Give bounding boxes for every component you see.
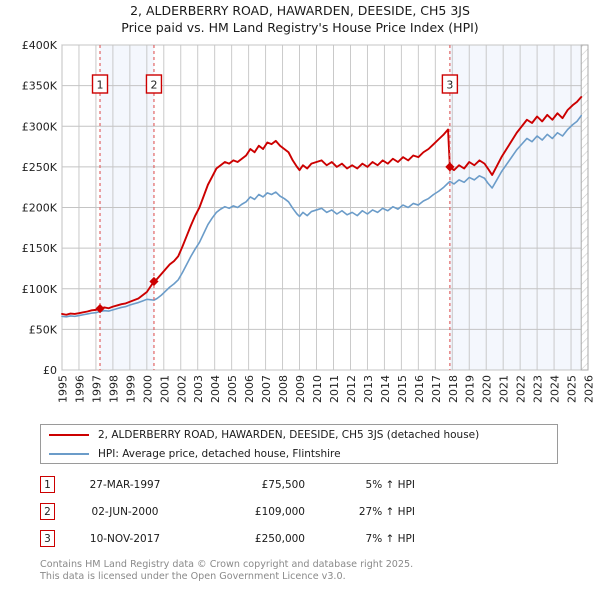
sale-marker-badge-label: 1: [97, 79, 104, 92]
title-line-2: Price paid vs. HM Land Registry's House …: [121, 20, 479, 35]
sale-price: £75,500: [261, 478, 305, 491]
y-axis-tick-label: £50K: [29, 323, 58, 336]
sale-marker-badge: [441, 74, 459, 94]
legend-swatch-property: [49, 433, 89, 436]
x-axis-tick-label: 2015: [396, 375, 409, 403]
x-axis-tick-label: 2024: [549, 375, 562, 403]
x-axis-tick-label: 2001: [158, 375, 171, 403]
sale-date: 27-MAR-1997: [89, 478, 161, 491]
sale-marker-badge-label: 2: [150, 79, 157, 92]
x-axis-tick-label: 1996: [73, 375, 86, 403]
series-line-hpi: [61, 114, 583, 318]
attribution-footer: Contains HM Land Registry data © Crown c…: [40, 559, 580, 582]
y-axis-tick-label: £100K: [22, 283, 58, 296]
x-axis-tick-label: 2012: [345, 375, 358, 403]
sale-index-badge: 1: [40, 476, 55, 493]
sale-price: £250,000: [254, 532, 305, 545]
y-axis-tick-label: £300K: [22, 120, 58, 133]
x-axis-tick-label: 2006: [243, 375, 256, 403]
x-axis-tick-label: 2008: [277, 375, 290, 403]
chart-legend: 2, ALDERBERRY ROAD, HAWARDEN, DEESIDE, C…: [40, 424, 558, 464]
series-line-property: [61, 96, 583, 316]
x-axis-tick-label: 2016: [413, 375, 426, 403]
x-axis-tick-label: 1998: [107, 375, 120, 403]
x-axis-tick-label: 2000: [141, 375, 154, 403]
x-axis-tick-label: 2023: [532, 375, 545, 403]
legend-label-property: 2, ALDERBERRY ROAD, HAWARDEN, DEESIDE, C…: [98, 428, 480, 441]
x-axis-tick-label: 2002: [175, 375, 188, 403]
y-axis-tick-label: £350K: [22, 80, 58, 93]
sale-price: £109,000: [254, 505, 305, 518]
page-title: 2, ALDERBERRY ROAD, HAWARDEN, DEESIDE, C…: [0, 2, 600, 36]
table-row: 1 27-MAR-1997 £75,500 5% ↑ HPI: [40, 471, 460, 498]
x-axis-tick-label: 2017: [430, 375, 443, 403]
x-axis-tick-label: 2020: [481, 375, 494, 403]
x-axis-tick-label: 2013: [362, 375, 375, 403]
x-axis-tick-label: 2014: [379, 375, 392, 403]
legend-item-hpi: HPI: Average price, detached house, Flin…: [41, 444, 557, 463]
sale-marker-badge-label: 3: [446, 79, 453, 92]
legend-label-hpi: HPI: Average price, detached house, Flin…: [98, 447, 341, 460]
sale-marker-badge: [91, 74, 109, 94]
y-axis-tick-label: £0: [43, 364, 57, 377]
sale-marker-point: [445, 162, 455, 172]
x-axis-tick-label: 2004: [209, 375, 222, 403]
x-axis-tick-label: 2003: [192, 375, 205, 403]
no-data-region: [580, 44, 589, 371]
x-axis-tick-label: 2018: [447, 375, 460, 403]
x-axis-tick-label: 2025: [566, 375, 579, 403]
y-axis-tick-label: £400K: [22, 39, 58, 52]
x-axis-tick-label: 2019: [464, 375, 477, 403]
x-axis-tick-label: 2021: [498, 375, 511, 403]
x-axis-tick-label: 2009: [294, 375, 307, 403]
y-axis-tick-label: £200K: [22, 202, 58, 215]
x-axis-tick-label: 2007: [260, 375, 273, 403]
sale-marker-point: [149, 276, 159, 287]
footer-line-2: This data is licensed under the Open Gov…: [40, 570, 346, 582]
sale-date: 10-NOV-2017: [89, 532, 161, 545]
sale-hpi-delta: 7% ↑ HPI: [365, 532, 415, 545]
sales-history-table: 1 27-MAR-1997 £75,500 5% ↑ HPI 2 02-JUN-…: [40, 471, 460, 552]
x-axis-tick-label: 2011: [328, 375, 341, 403]
x-axis-tick-label: 1999: [124, 375, 137, 403]
sale-hpi-delta: 5% ↑ HPI: [365, 478, 415, 491]
title-line-1: 2, ALDERBERRY ROAD, HAWARDEN, DEESIDE, C…: [130, 3, 470, 18]
x-axis-tick-label: 2005: [226, 375, 239, 403]
sale-date: 02-JUN-2000: [91, 505, 159, 518]
x-axis-tick-label: 2026: [583, 375, 596, 403]
x-axis-tick-label: 1997: [90, 375, 103, 403]
table-row: 3 10-NOV-2017 £250,000 7% ↑ HPI: [40, 525, 460, 552]
sale-index-badge: 2: [40, 503, 55, 520]
sale-index-badge: 3: [40, 530, 55, 547]
legend-swatch-hpi: [49, 452, 89, 455]
footer-line-1: Contains HM Land Registry data © Crown c…: [40, 559, 414, 570]
sale-marker-badge: [145, 74, 163, 94]
sale-hpi-delta: 27% ↑ HPI: [358, 505, 415, 518]
legend-item-property: 2, ALDERBERRY ROAD, HAWARDEN, DEESIDE, C…: [41, 425, 557, 444]
x-axis-tick-label: 2010: [311, 375, 324, 403]
y-axis-tick-label: £150K: [22, 242, 58, 255]
x-axis-tick-label: 1995: [57, 375, 70, 403]
x-axis-tick-label: 2022: [515, 375, 528, 403]
sale-marker-point: [95, 304, 105, 314]
table-row: 2 02-JUN-2000 £109,000 27% ↑ HPI: [40, 498, 460, 525]
chart-plot-area: 1995 1996 1997 1998 1999 2000 2001 2002 2003 2004…: [22, 39, 596, 403]
y-axis-tick-label: £250K: [22, 161, 58, 174]
